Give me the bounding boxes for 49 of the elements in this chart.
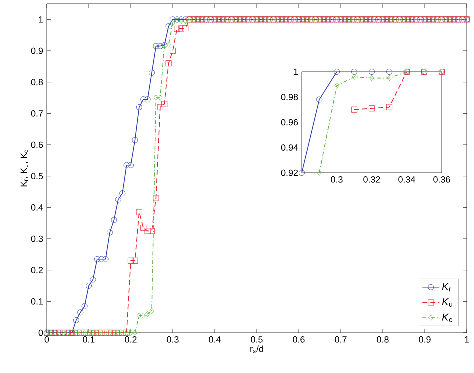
y-axis-title: K$_{r}$, K$_{u}$, K$_{c}$ xyxy=(20,150,28,187)
legend-label: K$_{u}$ xyxy=(442,298,452,307)
legend-label: K$_{r}$ xyxy=(442,283,452,292)
y-tick-label: 0.1 xyxy=(31,298,44,305)
y-tick-label: 0.4 xyxy=(31,204,44,211)
y-tick-label: 0.2 xyxy=(31,267,44,274)
point xyxy=(369,106,376,112)
point xyxy=(352,74,357,80)
x-tick-label: 0.9 xyxy=(419,336,431,343)
y-tick-label: 0.6 xyxy=(31,142,44,148)
x-tick-label: 0.34 xyxy=(398,176,416,183)
point xyxy=(299,170,306,176)
point xyxy=(352,106,358,113)
point xyxy=(386,104,392,110)
x-tick-label: 0.3 xyxy=(331,176,343,183)
point xyxy=(316,96,323,103)
x-tick-label: 0.6 xyxy=(293,336,305,343)
y-tick-label: 0.98 xyxy=(281,94,298,100)
x-tick-label: 0.2 xyxy=(125,336,137,343)
point xyxy=(370,75,374,82)
y-tick-label: 0 xyxy=(38,330,44,336)
y-tick-label: 1 xyxy=(294,68,298,76)
y-tick-label: 0.3 xyxy=(31,236,44,242)
x-tick-label: 0.3 xyxy=(167,336,179,343)
y-tick-label: 0.94 xyxy=(281,144,298,151)
y-tick-label: 1 xyxy=(39,16,44,23)
x-axis-title: r$_{s}$/d xyxy=(250,346,264,354)
y-tick-label: 0.8 xyxy=(31,79,44,86)
x-tick-label: 0.32 xyxy=(364,176,380,183)
y-tick-label: 0.96 xyxy=(281,119,298,126)
x-tick-label: 0 xyxy=(44,336,50,343)
legend-label: K$_{c}$ xyxy=(442,314,452,322)
y-tick-label: 0.92 xyxy=(281,170,298,176)
point xyxy=(369,69,376,76)
point xyxy=(352,69,358,76)
x-tick-label: 0.36 xyxy=(434,176,450,183)
x-tick-label: 1 xyxy=(465,336,470,343)
x-tick-label: 0.4 xyxy=(209,336,221,343)
point xyxy=(317,170,322,176)
x-tick-label: 0.5 xyxy=(251,336,263,343)
x-tick-label: 0.8 xyxy=(377,336,389,343)
point xyxy=(334,69,340,76)
x-tick-label: 0.1 xyxy=(83,336,95,343)
point xyxy=(334,82,340,89)
point xyxy=(386,69,392,76)
point xyxy=(387,75,392,82)
y-tick-label: 0.7 xyxy=(31,110,44,117)
y-tick-label: 0.9 xyxy=(31,48,44,54)
x-tick-label: 0.7 xyxy=(335,336,347,343)
